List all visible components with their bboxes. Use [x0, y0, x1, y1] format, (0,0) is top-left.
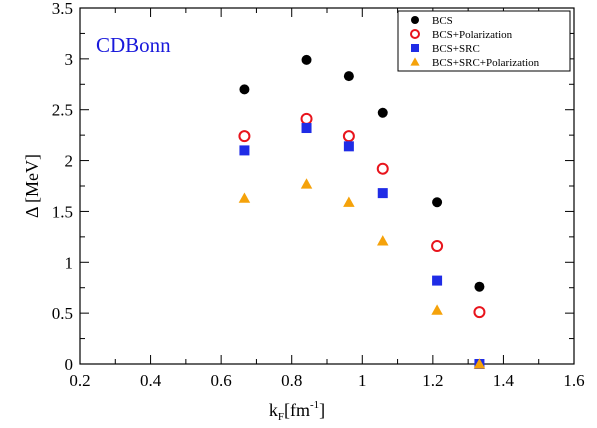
y-tick-label: 2 [65, 152, 74, 171]
data-point-bcs-polarization [300, 112, 313, 125]
data-point-bcs-src [377, 188, 388, 199]
y-tick-labels: 0 0.5 1 1.5 2 2.5 3 3.5 [52, 0, 73, 374]
data-point-bcs-polarization [342, 130, 355, 143]
x-tick-label: 0.6 [211, 371, 232, 390]
x-tick-label: 0.8 [281, 371, 302, 390]
x-tick-label: 1 [358, 371, 367, 390]
legend: BCS BCS+Polarization BCS+SRC BCS+SRC+Polari… [397, 10, 571, 72]
legend-marker [411, 16, 419, 24]
data-point-bcs-src [343, 141, 354, 152]
x-axis-label-main: k [269, 400, 278, 420]
data-point-bcs-polarization [376, 162, 389, 175]
data-point-bcs [239, 84, 250, 95]
y-tick-label: 1 [65, 253, 74, 272]
data-point-bcs-src-polarization [300, 178, 313, 189]
data-point-bcs-polarization [238, 130, 251, 143]
x-tick-labels: 0.2 0.4 0.6 0.8 1 1.2 1.4 1.6 [69, 371, 584, 390]
x-tick-label: 1.4 [493, 371, 515, 390]
data-point-bcs [432, 197, 443, 208]
data-point-bcs [301, 54, 312, 65]
legend-marker [410, 29, 420, 39]
x-tick-label: 0.4 [140, 371, 162, 390]
data-point-bcs [343, 71, 354, 82]
y-tick-label: 3 [65, 50, 74, 69]
data-point-bcs-src-polarization [473, 358, 486, 369]
x-axis-label-rest: [fm [284, 400, 310, 420]
y-tick-label: 1.5 [52, 202, 73, 221]
data-point-bcs-src-polarization [238, 192, 251, 203]
y-tick-label: 2.5 [52, 101, 73, 120]
data-point-bcs-src-polarization [377, 235, 389, 246]
data-point-bcs-polarization [473, 306, 486, 319]
y-tick-label: 0.5 [52, 304, 73, 323]
x-tick-label: 1.6 [563, 371, 584, 390]
y-tick-label: 3.5 [52, 0, 73, 18]
data-point-bcs-src [301, 123, 312, 134]
data-point-bcs-src [432, 275, 443, 286]
x-axis-label: kF[fm-1] [269, 399, 325, 423]
data-point-bcs-src [239, 145, 250, 156]
legend-label: BCS+SRC+Polarization [432, 57, 540, 69]
data-point-bcs [474, 281, 485, 292]
legend-marker [410, 57, 420, 66]
data-markers [238, 54, 486, 369]
legend-label: BCS+Polarization [432, 29, 513, 41]
legend-label: BCS+SRC [432, 43, 480, 55]
x-tick-label: 1.2 [422, 371, 443, 390]
data-point-bcs-src-polarization [343, 196, 355, 207]
x-axis-label-close: ] [319, 400, 325, 420]
y-tick-label: 0 [65, 355, 74, 374]
data-point-bcs-src-polarization [431, 304, 443, 315]
annotation-label: CDBonn [96, 33, 171, 57]
legend-box [397, 10, 571, 72]
legend-marker [411, 44, 419, 52]
x-axis-label-sup: -1 [310, 399, 319, 411]
x-tick-label: 0.2 [69, 371, 90, 390]
legend-label: BCS [432, 15, 453, 27]
y-axis-label: Δ [MeV] [22, 154, 42, 218]
data-point-bcs-polarization [431, 240, 444, 253]
legend-items: BCS BCS+Polarization BCS+SRC BCS+SRC+Polari… [410, 15, 540, 69]
x-axis-label-sub: F [278, 411, 284, 423]
data-point-bcs [377, 107, 388, 118]
